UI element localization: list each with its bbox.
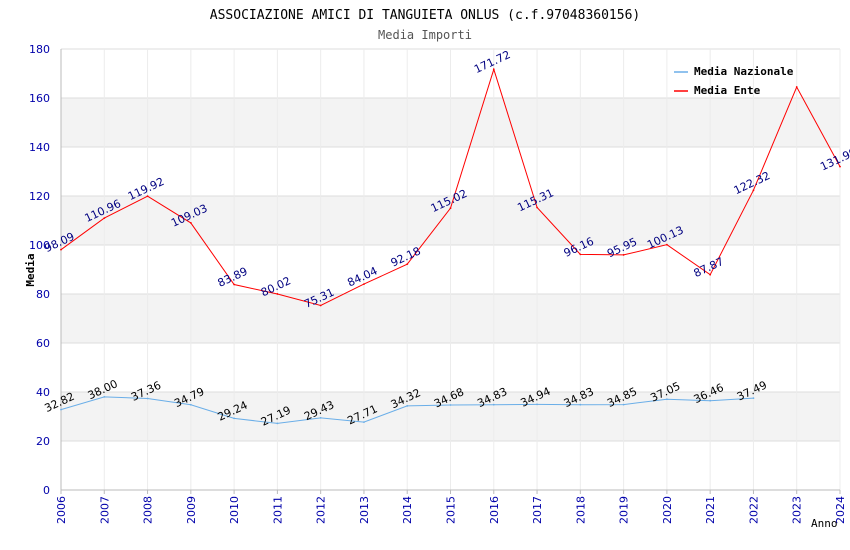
legend-label-media-ente: Media Ente (694, 84, 761, 97)
chart-title: ASSOCIAZIONE AMICI DI TANGUIETA ONLUS (c… (210, 8, 640, 23)
x-tick-label: 2010 (228, 496, 241, 524)
y-tick-label: 120 (29, 190, 50, 203)
data-point (276, 422, 279, 425)
y-tick-label: 40 (36, 386, 50, 399)
data-label: 98.09 (42, 230, 76, 255)
data-point (60, 248, 62, 251)
data-point (406, 405, 409, 407)
data-point (449, 207, 452, 210)
data-point (276, 293, 279, 295)
data-point (665, 243, 668, 246)
data-label: 131.99 (818, 145, 850, 173)
legend: Media Nazionale Media Ente (674, 65, 794, 97)
legend-label-media-nazionale: Media Nazionale (694, 65, 794, 78)
data-point (363, 283, 365, 286)
y-tick-label: 60 (36, 337, 50, 350)
data-point (579, 403, 582, 406)
data-point (406, 263, 409, 266)
axes (60, 49, 841, 494)
data-point (449, 404, 452, 406)
y-tick-label: 100 (29, 239, 50, 252)
y-tick-label: 140 (29, 141, 50, 154)
x-tick-label: 2016 (488, 496, 501, 524)
x-tick-label: 2023 (791, 496, 804, 524)
data-point (363, 421, 365, 424)
x-tick-label: 2018 (574, 496, 587, 524)
data-point (622, 254, 625, 256)
data-point (752, 189, 755, 192)
x-tick-label: 2012 (315, 496, 328, 524)
data-label: 83.89 (216, 265, 250, 290)
data-point (233, 417, 236, 420)
data-label: 84.04 (345, 264, 379, 289)
data-point (579, 253, 582, 256)
x-tick-label: 2021 (704, 496, 717, 524)
y-tick-label: 20 (36, 435, 50, 448)
data-point (233, 283, 236, 286)
y-tick-label: 0 (43, 484, 50, 497)
y-axis-label: Media (24, 253, 37, 286)
tick-labels: 0 20 40 60 80 100 120 140 160 180 2006 2007 2008 2009… (29, 43, 847, 524)
chart-subtitle: Media Importi (378, 28, 472, 42)
data-point (319, 304, 322, 307)
data-point (492, 68, 495, 71)
x-tick-label: 2009 (185, 496, 198, 524)
series-lines (60, 67, 841, 425)
data-point (795, 86, 798, 88)
data-point (103, 396, 106, 398)
data-point (319, 416, 322, 419)
x-tick-label: 2011 (271, 496, 284, 524)
x-tick-label: 2013 (358, 496, 371, 524)
y-tick-label: 80 (36, 288, 50, 301)
x-tick-label: 2015 (445, 496, 458, 524)
gridlines (60, 48, 841, 490)
data-point (189, 221, 192, 224)
data-point (536, 206, 538, 209)
data-point (103, 217, 106, 220)
y-tick-label: 180 (29, 43, 50, 56)
data-label: 87.87 (692, 255, 726, 280)
x-tick-label: 2022 (747, 496, 760, 524)
x-axis-label: Anno (811, 517, 838, 530)
x-tick-label: 2019 (618, 496, 631, 524)
data-point (146, 397, 149, 400)
data-label: 171.72 (472, 48, 512, 76)
data-point (60, 408, 62, 411)
data-point (492, 403, 495, 406)
x-tick-label: 2006 (55, 496, 68, 524)
data-point (709, 273, 712, 276)
x-tick-label: 2020 (661, 496, 674, 524)
data-point (146, 195, 149, 198)
data-point (622, 403, 625, 406)
y-tick-label: 160 (29, 92, 50, 105)
data-point (189, 403, 192, 406)
x-tick-label: 2014 (401, 496, 414, 524)
data-point (709, 399, 712, 402)
data-label: 92.18 (389, 244, 423, 269)
x-tick-label: 2008 (142, 496, 155, 524)
data-point (665, 398, 668, 401)
data-point (839, 165, 841, 168)
x-tick-label: 2017 (531, 496, 544, 524)
x-tick-label: 2007 (98, 496, 111, 524)
data-point (752, 397, 755, 400)
x-tick-label: 2024 (834, 496, 847, 524)
data-point (536, 403, 538, 406)
